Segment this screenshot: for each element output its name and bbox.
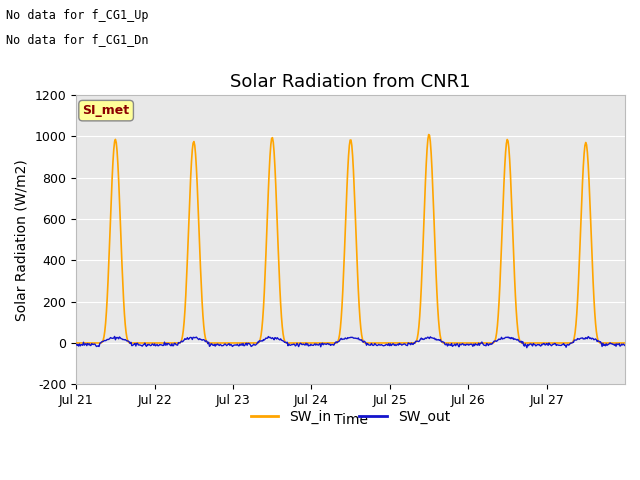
- Text: No data for f_CG1_Up: No data for f_CG1_Up: [6, 9, 149, 22]
- Y-axis label: Solar Radiation (W/m2): Solar Radiation (W/m2): [15, 159, 29, 321]
- X-axis label: Time: Time: [333, 413, 367, 427]
- Title: Solar Radiation from CNR1: Solar Radiation from CNR1: [230, 72, 471, 91]
- Text: SI_met: SI_met: [83, 104, 130, 117]
- Legend: SW_in, SW_out: SW_in, SW_out: [245, 404, 456, 430]
- Text: No data for f_CG1_Dn: No data for f_CG1_Dn: [6, 33, 149, 46]
